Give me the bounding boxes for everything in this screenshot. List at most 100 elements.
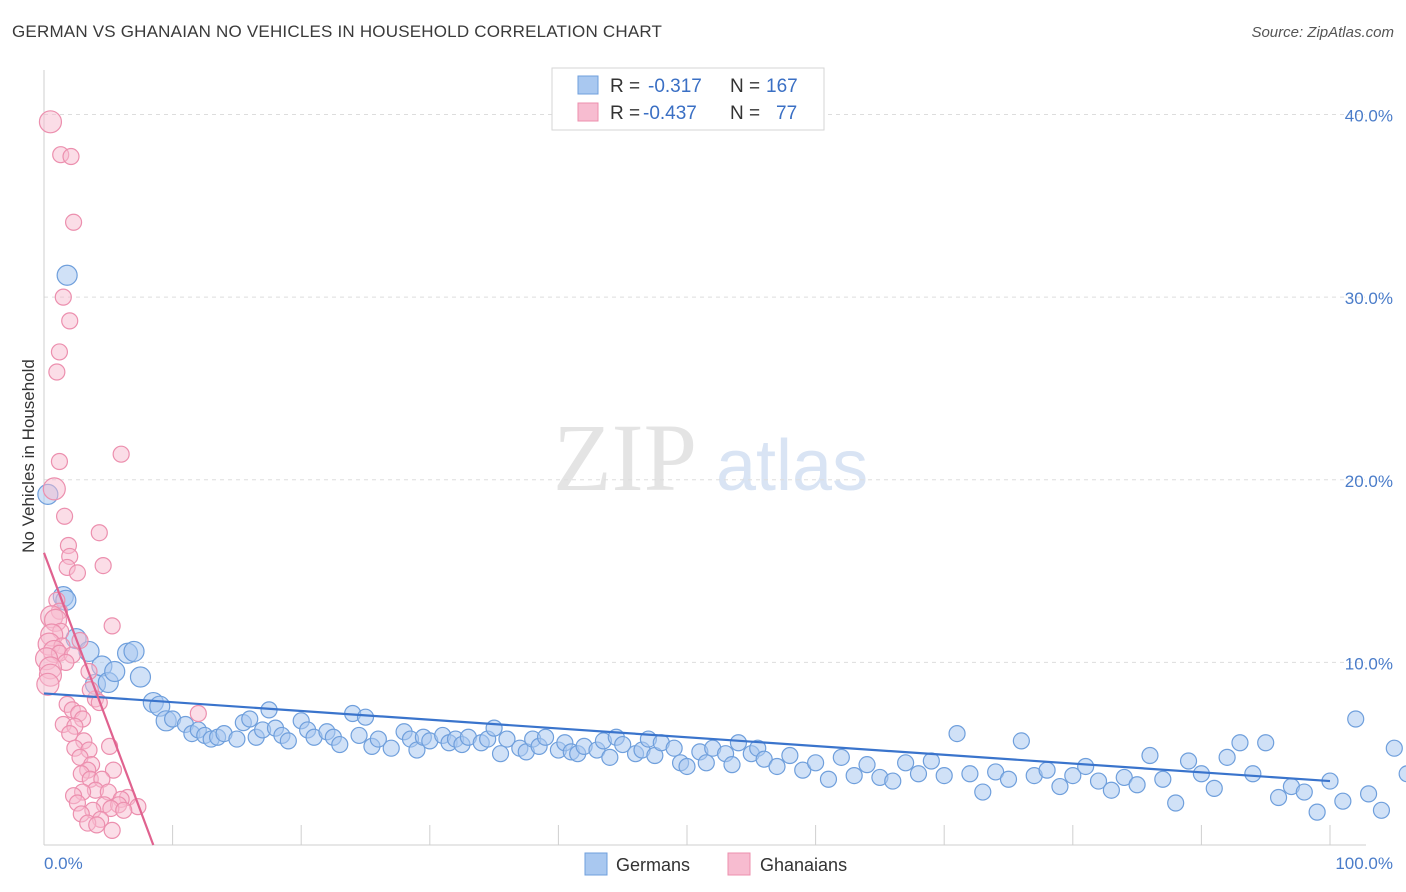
y-tick-label-2: 30.0%: [1345, 289, 1393, 308]
german-point-38: [331, 735, 349, 754]
german-point-102: [897, 754, 915, 772]
german-point-97: [832, 748, 850, 766]
german-point-26: [241, 710, 259, 728]
german-point-137: [1347, 710, 1365, 728]
german-point-11: [123, 640, 145, 663]
y-tick-label-3: 40.0%: [1345, 107, 1393, 126]
german-point-138: [1359, 785, 1378, 803]
x-tick-labels: 0.0% 100.0%: [44, 854, 1393, 873]
ghana-point-12: [90, 524, 108, 542]
german-point-130: [1257, 734, 1275, 752]
ghana-points: [34, 110, 207, 839]
ghana-point-25: [103, 617, 121, 635]
legend-swatch-ghanaians: [577, 102, 599, 122]
german-point-121: [1141, 746, 1159, 765]
german-point-120: [1128, 776, 1146, 794]
german-point-99: [858, 756, 876, 774]
german-point-116: [1077, 757, 1095, 776]
german-point-134: [1308, 803, 1326, 821]
german-point-12: [129, 666, 152, 688]
german-point-101: [884, 772, 902, 790]
ghana-point-5: [61, 312, 79, 330]
german-point-123: [1167, 794, 1185, 812]
ghana-point-11: [55, 507, 74, 525]
german-point-129: [1244, 765, 1262, 783]
ghana-point-4: [54, 288, 72, 306]
german-point-107: [961, 765, 979, 783]
german-point-117: [1089, 772, 1108, 790]
bottom-legend-ghanaians: Ghanaians: [760, 855, 847, 875]
german-point-57: [485, 719, 503, 737]
german-point-72: [601, 748, 619, 766]
german-point-74: [614, 735, 632, 754]
german-point-128: [1231, 734, 1249, 752]
german-point-44: [382, 739, 400, 757]
german-point-84: [697, 754, 715, 772]
german-point-82: [678, 757, 696, 776]
german-point-93: [781, 746, 799, 765]
ghana-point-44: [189, 704, 207, 723]
german-point-24: [228, 730, 246, 748]
german-point-136: [1334, 792, 1352, 810]
chart-source: Source: ZipAtlas.com: [1251, 24, 1394, 41]
german-point-96: [819, 770, 838, 788]
german-point-92: [768, 757, 786, 776]
legend-swatch-germans: [577, 75, 599, 95]
german-point-126: [1205, 779, 1223, 797]
ghana-trendline: [42, 552, 155, 846]
german-point-43: [369, 730, 387, 748]
german-point-109: [987, 763, 1005, 781]
legend-r-value-germans: -0.317: [648, 76, 702, 97]
ghana-point-7: [48, 363, 66, 381]
legend-r-label-ghanaians: R =: [610, 103, 640, 124]
ghana-point-17: [68, 564, 87, 582]
legend-r-value-ghanaians: -0.437: [643, 103, 697, 124]
german-point-58: [491, 745, 510, 763]
german-points: [37, 264, 1406, 821]
ghana-point-10: [42, 477, 66, 501]
x-tick-label-1: 100.0%: [1335, 854, 1393, 873]
ghana-point-2: [62, 147, 80, 166]
german-point-131: [1269, 788, 1288, 807]
ghana-point-36: [36, 672, 60, 696]
y-tick-label-1: 20.0%: [1345, 472, 1393, 491]
german-point-141: [1398, 765, 1406, 783]
ghana-point-8: [112, 445, 130, 463]
watermark-zip: ZIP: [553, 404, 697, 511]
german-point-105: [935, 767, 953, 785]
ghana-point-3: [64, 213, 83, 231]
x-tick-label-0: 0.0%: [44, 854, 83, 873]
german-point-59: [498, 730, 516, 748]
german-point-94: [794, 761, 812, 779]
german-point-88: [729, 734, 748, 752]
ghana-point-0: [38, 110, 63, 134]
german-point-95: [806, 754, 825, 772]
german-point-124: [1179, 752, 1198, 770]
german-point-106: [948, 725, 966, 743]
legend-n-value-germans: 167: [766, 76, 798, 97]
legend-n-label-ghanaians: N =: [730, 103, 760, 124]
german-point-87: [723, 756, 741, 774]
ghana-point-76: [103, 821, 121, 839]
y-tick-label-0: 10.0%: [1345, 654, 1393, 673]
german-point-111: [1012, 732, 1030, 750]
german-point-9: [104, 660, 126, 683]
german-point-1: [56, 264, 78, 286]
german-point-110: [999, 770, 1018, 788]
ghana-point-9: [50, 452, 69, 471]
legend-n-value-ghanaians: 77: [776, 103, 797, 124]
legend-n-label-germans: N =: [730, 76, 760, 97]
legend-r-label-germans: R =: [610, 76, 640, 97]
legend: R = -0.317 N = 167 R = -0.437 N = 77: [551, 67, 825, 131]
trendlines: [42, 552, 1331, 846]
german-point-133: [1295, 783, 1313, 801]
ghana-point-47: [61, 725, 79, 743]
ghana-point-75: [88, 816, 106, 834]
german-point-98: [845, 767, 863, 785]
german-point-115: [1064, 767, 1082, 785]
german-point-113: [1038, 761, 1056, 779]
german-point-80: [665, 739, 683, 757]
german-point-91: [755, 750, 773, 768]
german-point-32: [279, 732, 297, 750]
german-point-108: [974, 783, 992, 801]
